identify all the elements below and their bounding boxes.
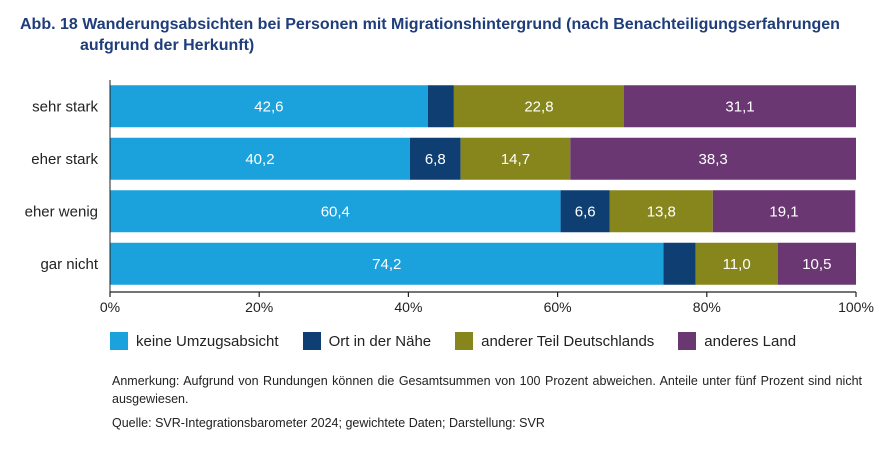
data-label: 6,8 xyxy=(425,151,446,168)
bar-segment xyxy=(695,242,778,285)
legend-swatch xyxy=(302,332,321,350)
x-tick-label: 60% xyxy=(544,299,572,315)
data-label: 42,6 xyxy=(254,98,283,115)
title-line-2: aufgrund der Herkunft) xyxy=(80,37,255,54)
legend-label: Ort in der Nähe xyxy=(328,332,432,350)
data-label: 60,4 xyxy=(321,203,350,220)
data-label: 38,3 xyxy=(699,151,728,168)
x-tick-label: 80% xyxy=(693,299,721,315)
bar-segment xyxy=(110,137,410,180)
bar-segment xyxy=(427,85,454,128)
bar-segment xyxy=(409,137,461,180)
chart-title: Abb. 18 Wanderungsabsichten bei Personen… xyxy=(20,14,870,56)
bar-segment xyxy=(712,190,856,233)
chart-note: Anmerkung: Aufgrund von Rundungen können… xyxy=(112,374,862,406)
data-label: 40,2 xyxy=(245,151,274,168)
bar-segment xyxy=(570,137,856,180)
data-label: 6,6 xyxy=(575,203,596,220)
x-tick-label: 20% xyxy=(245,299,273,315)
data-label: 31,1 xyxy=(725,98,754,115)
x-tick-label: 40% xyxy=(394,299,422,315)
chart-legend: keine Umzugsabsicht Ort in der Nähe andere… xyxy=(110,332,820,350)
category-label: eher wenig xyxy=(25,203,98,220)
category-label: gar nicht xyxy=(40,256,98,273)
legend-label: anderer Teil Deutschlands xyxy=(481,332,655,350)
bar-segment xyxy=(560,190,610,233)
data-label: 19,1 xyxy=(769,203,798,220)
bar-segment xyxy=(110,242,664,285)
stacked-bar-chart: sehr stark 42,6 22,8 31,1 eher stark 40,2 6,8 1… xyxy=(25,80,874,315)
x-tick-label: 100% xyxy=(838,299,874,315)
data-label: 14,7 xyxy=(501,151,530,168)
legend-item: Ort in der Nähe xyxy=(302,332,432,350)
bar-segment xyxy=(110,190,561,233)
bar-segment xyxy=(453,85,624,128)
data-label: 10,5 xyxy=(802,256,831,273)
legend-swatch xyxy=(110,332,128,350)
legend-item: keine Umzugsabsicht xyxy=(110,332,279,350)
legend-swatch xyxy=(678,332,697,350)
chart-source: Quelle: SVR-Integrationsbarometer 2024; … xyxy=(112,416,545,430)
legend-item: anderes Land xyxy=(678,332,796,350)
bar-segment xyxy=(609,190,713,233)
data-label: 74,2 xyxy=(372,256,401,273)
legend-item: anderer Teil Deutschlands xyxy=(455,332,654,350)
legend-swatch xyxy=(455,332,474,350)
data-label: 13,8 xyxy=(647,203,676,220)
data-label: 11,0 xyxy=(723,256,751,273)
legend-label: keine Umzugsabsicht xyxy=(136,332,279,350)
bar-segment xyxy=(777,242,856,285)
bar-segment xyxy=(663,242,696,285)
legend-label: anderes Land xyxy=(704,332,797,350)
title-line-1: Abb. 18 Wanderungsabsichten bei Personen… xyxy=(20,16,840,33)
x-tick-label: 0% xyxy=(100,299,120,315)
bar-segment xyxy=(460,137,571,180)
bar-segment xyxy=(623,85,856,128)
bar-segment xyxy=(110,85,428,128)
category-label: eher stark xyxy=(31,151,98,168)
category-label: sehr stark xyxy=(32,98,98,115)
data-label: 22,8 xyxy=(524,98,553,115)
